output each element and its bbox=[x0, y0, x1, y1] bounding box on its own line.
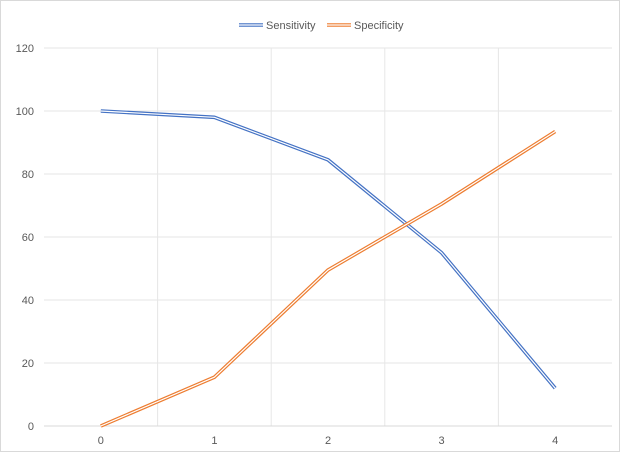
series-line-inner bbox=[100, 110, 556, 389]
legend-label: Specificity bbox=[354, 20, 404, 32]
legend-label: Sensitivity bbox=[266, 20, 316, 32]
legend: Sensitivity Specificity bbox=[239, 20, 404, 32]
legend-item-sensitivity: Sensitivity bbox=[239, 20, 316, 32]
y-tick-label: 80 bbox=[22, 169, 34, 181]
y-tick-label: 120 bbox=[16, 43, 34, 55]
series-line-outer bbox=[100, 109, 557, 390]
legend-item-specificity: Specificity bbox=[327, 20, 404, 32]
series-line-inner bbox=[100, 130, 556, 427]
series-lines bbox=[100, 109, 557, 428]
axes: 0 20 40 60 80 100 120 0 1 2 3 4 bbox=[16, 43, 612, 447]
y-tick-label: 40 bbox=[22, 295, 34, 307]
y-tick-label: 20 bbox=[22, 358, 34, 370]
x-tick-label: 1 bbox=[211, 435, 217, 447]
series-line-outer bbox=[100, 129, 557, 428]
gridlines bbox=[44, 47, 612, 426]
x-tick-label: 4 bbox=[552, 435, 558, 447]
y-tick-label: 0 bbox=[28, 421, 34, 433]
y-tick-label: 60 bbox=[22, 232, 34, 244]
series-specificity bbox=[100, 129, 557, 428]
x-tick-label: 3 bbox=[439, 435, 445, 447]
x-tick-label: 0 bbox=[98, 435, 104, 447]
series-sensitivity bbox=[100, 109, 557, 390]
y-tick-label: 100 bbox=[16, 106, 34, 118]
x-tick-label: 2 bbox=[325, 435, 331, 447]
